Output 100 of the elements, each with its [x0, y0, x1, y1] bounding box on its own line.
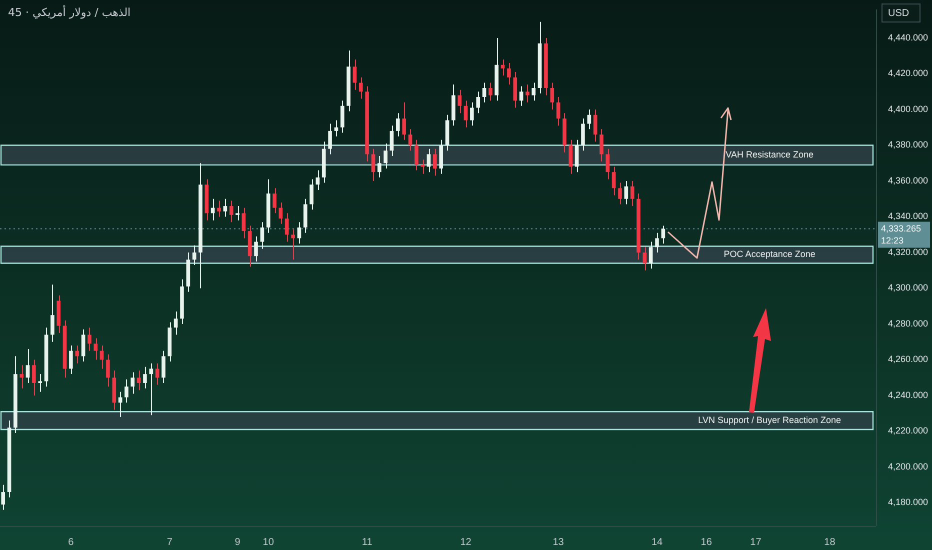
x-tick-label: 16: [700, 536, 712, 548]
candlestick: [217, 200, 221, 218]
candlestick: [414, 139, 418, 171]
x-tick-label: 18: [824, 536, 836, 548]
candlestick: [458, 89, 462, 114]
candlestick: [88, 327, 92, 352]
candlestick: [408, 128, 412, 152]
y-tick-label: 4,260.000: [888, 354, 928, 364]
candlestick: [106, 354, 110, 388]
candlestick: [568, 139, 573, 174]
candlestick: [507, 62, 511, 85]
x-tick-label: 9: [234, 536, 241, 548]
candlestick: [519, 86, 524, 106]
y-tick-label: 4,360.000: [888, 175, 928, 186]
candlestick: [402, 102, 406, 140]
candlestick: [291, 228, 295, 260]
candlestick: [50, 284, 54, 342]
candlestick: [488, 82, 492, 102]
candlestick: [600, 128, 604, 162]
x-tick-label: 17: [750, 536, 762, 548]
candlestick: [655, 232, 659, 254]
y-tick-label: 4,340.000: [888, 211, 928, 222]
candlestick: [532, 82, 536, 102]
candlestick: [174, 310, 178, 336]
band-label: POC Acceptance Zone: [724, 249, 816, 260]
candlestick: [136, 370, 141, 391]
candlestick: [303, 198, 308, 234]
candlestick: [612, 166, 616, 196]
candlestick: [574, 139, 579, 173]
candlestick: [297, 222, 302, 244]
chart-title: 45 · الذهب / دولار أمريكي: [8, 4, 131, 19]
candlestick: [377, 155, 382, 178]
y-axis-title: USD: [888, 8, 910, 19]
candlestick: [642, 246, 647, 271]
candlestick: [149, 362, 154, 416]
candlestick: [32, 359, 36, 396]
candlestick: [124, 378, 128, 404]
candlestick: [513, 71, 518, 108]
candlestick: [630, 180, 634, 207]
candlestick: [130, 372, 135, 394]
candlestick: [648, 241, 653, 270]
candlestick: [439, 139, 443, 174]
candlestick: [242, 207, 246, 239]
candlestick: [284, 212, 289, 242]
candlestick: [581, 118, 585, 152]
candlestick: [426, 148, 431, 173]
candlestick: [470, 102, 474, 126]
x-tick-label: 10: [262, 536, 274, 548]
x-tick-label: 14: [651, 536, 663, 548]
text: 12:23: [881, 235, 904, 246]
candlestick: [556, 96, 560, 126]
candlestick: [1, 484, 5, 510]
candlestick: [100, 344, 104, 370]
candlestick: [371, 148, 376, 182]
candlestick: [390, 125, 394, 156]
candlestick: [272, 188, 276, 214]
candlestick: [476, 91, 480, 114]
y-tick-label: 4,180.000: [888, 497, 928, 508]
candlestick: [38, 374, 42, 392]
candlestick: [254, 236, 258, 262]
x-tick-label: 12: [460, 536, 472, 548]
y-tick-label: 4,420.000: [888, 68, 928, 78]
candlestick: [94, 338, 98, 360]
x-tick-label: 11: [362, 536, 373, 548]
candlestick: [69, 344, 73, 375]
y-tick-label: 4,380.000: [888, 140, 928, 150]
candlestick: [358, 76, 363, 100]
y-tick-label: 4,200.000: [888, 461, 928, 472]
ref-line-label: 4,333.265: [881, 223, 922, 234]
candlestick: [587, 109, 592, 130]
candlestick: [278, 202, 283, 224]
candlestick: [340, 100, 344, 134]
y-tick-label: 4,440.000: [888, 32, 928, 42]
candlestick: [20, 364, 24, 389]
candlestick: [75, 344, 80, 364]
candlestick: [260, 222, 264, 250]
candlestick: [433, 148, 437, 176]
candlestick: [316, 170, 320, 190]
candlestick: [396, 112, 400, 137]
y-tick-label: 4,220.000: [888, 426, 928, 436]
candlestick: [606, 148, 610, 180]
y-tick-label: 4,320.000: [888, 246, 928, 257]
candlestick: [526, 84, 530, 103]
candlestick: [143, 366, 147, 389]
candlestick: [328, 123, 332, 155]
candlestick: [618, 182, 622, 205]
candlestick: [81, 328, 86, 362]
candlestick: [624, 180, 628, 205]
candlestick: [192, 244, 196, 266]
candlestick: [223, 198, 228, 218]
y-tick-label: 4,280.000: [888, 318, 928, 328]
candlestick: [593, 109, 598, 142]
y-tick-label: 4,300.000: [888, 282, 928, 293]
x-tick-label: 6: [68, 536, 74, 548]
candlestick: [229, 200, 234, 223]
band-label: LVN Support / Buyer Reaction Zone: [698, 415, 842, 426]
candlestick: [26, 348, 30, 384]
y-tick-label: 4,240.000: [888, 390, 928, 400]
candlestick: [352, 58, 357, 90]
candlestick: [162, 350, 166, 384]
